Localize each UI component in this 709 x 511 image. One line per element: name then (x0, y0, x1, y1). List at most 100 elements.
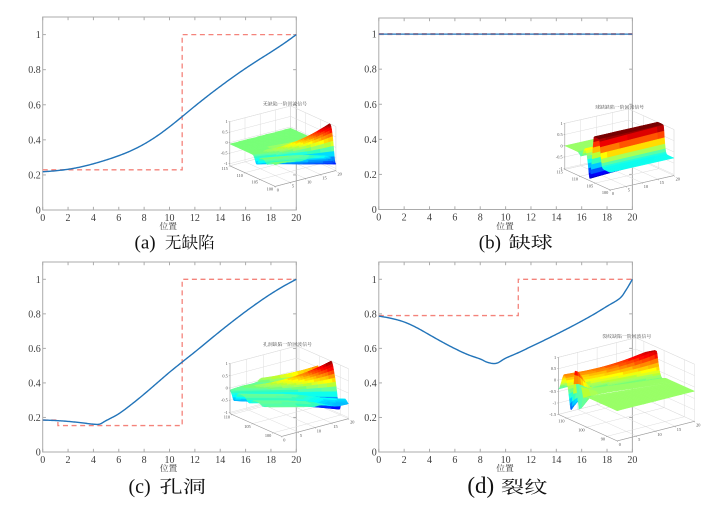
svg-text:1: 1 (225, 119, 227, 124)
svg-text:4: 4 (427, 455, 432, 466)
svg-text:0: 0 (36, 206, 41, 217)
svg-text:0.4: 0.4 (28, 135, 41, 146)
svg-text:8: 8 (478, 455, 483, 466)
svg-text:0.2: 0.2 (28, 413, 41, 424)
svg-text:18: 18 (266, 213, 276, 224)
svg-text:0: 0 (376, 213, 381, 224)
svg-text:0: 0 (40, 455, 45, 466)
svg-text:2: 2 (402, 455, 407, 466)
svg-text:0.2: 0.2 (28, 170, 41, 181)
svg-text:110: 110 (572, 177, 578, 182)
svg-text:0.5: 0.5 (222, 130, 227, 135)
svg-text:0.6: 0.6 (28, 344, 41, 355)
svg-text:5: 5 (638, 437, 640, 442)
svg-text:(b): (b) (479, 232, 501, 253)
svg-text:0.2: 0.2 (364, 413, 377, 424)
svg-text:14: 14 (215, 455, 225, 466)
svg-text:0.8: 0.8 (364, 65, 377, 76)
svg-text:0.5: 0.5 (222, 373, 227, 378)
svg-text:12: 12 (526, 213, 536, 224)
svg-text:10: 10 (644, 184, 648, 189)
svg-text:0: 0 (372, 205, 377, 216)
svg-text:1: 1 (226, 361, 228, 366)
svg-text:8: 8 (478, 213, 483, 224)
svg-text:115: 115 (557, 170, 563, 175)
svg-text:0: 0 (560, 143, 562, 148)
svg-text:18: 18 (266, 455, 276, 466)
svg-text:16: 16 (577, 213, 587, 224)
svg-text:-0.5: -0.5 (549, 389, 556, 394)
svg-text:2: 2 (66, 213, 71, 224)
svg-text:5: 5 (300, 433, 302, 438)
svg-text:-0.5: -0.5 (221, 398, 228, 403)
svg-text:0: 0 (612, 191, 614, 196)
svg-text:100: 100 (602, 190, 608, 195)
svg-text:0: 0 (36, 448, 41, 459)
svg-text:14: 14 (551, 455, 561, 466)
svg-text:1: 1 (554, 355, 556, 360)
svg-text:6: 6 (452, 213, 457, 224)
svg-text:20: 20 (696, 422, 700, 427)
svg-text:12: 12 (526, 455, 536, 466)
svg-text:4: 4 (91, 213, 96, 224)
svg-text:0.6: 0.6 (364, 344, 377, 355)
svg-text:6: 6 (116, 213, 121, 224)
svg-text:10: 10 (317, 429, 321, 434)
svg-text:20: 20 (291, 213, 301, 224)
svg-text:0: 0 (376, 455, 381, 466)
svg-text:-1.5: -1.5 (549, 412, 556, 417)
svg-text:105: 105 (244, 424, 250, 429)
svg-text:12: 12 (190, 213, 200, 224)
svg-text:8: 8 (142, 213, 147, 224)
svg-text:90: 90 (601, 437, 605, 442)
svg-text:0: 0 (226, 386, 228, 391)
svg-text:5: 5 (628, 187, 630, 192)
svg-text:0: 0 (40, 213, 45, 224)
svg-text:20: 20 (350, 420, 354, 425)
svg-text:0.6: 0.6 (28, 100, 41, 111)
svg-text:14: 14 (215, 213, 225, 224)
svg-text:100: 100 (265, 433, 271, 438)
svg-text:18: 18 (602, 213, 612, 224)
svg-text:5: 5 (292, 183, 294, 188)
svg-text:20: 20 (338, 172, 342, 177)
svg-text:15: 15 (322, 176, 326, 181)
svg-text:0.4: 0.4 (364, 135, 377, 146)
svg-text:10: 10 (307, 180, 311, 185)
svg-text:0.8: 0.8 (28, 309, 41, 320)
svg-text:0.6: 0.6 (364, 100, 377, 111)
svg-text:105: 105 (587, 183, 593, 188)
svg-text:16: 16 (577, 455, 587, 466)
svg-text:10: 10 (501, 213, 511, 224)
svg-text:115: 115 (222, 166, 228, 171)
svg-text:0.8: 0.8 (28, 65, 41, 76)
svg-text:1: 1 (372, 30, 377, 41)
svg-text:100: 100 (578, 427, 584, 432)
svg-text:0.2: 0.2 (364, 170, 377, 181)
svg-text:0.4: 0.4 (28, 378, 41, 389)
svg-text:110: 110 (237, 173, 243, 178)
svg-text:1: 1 (36, 30, 41, 41)
svg-text:0: 0 (277, 187, 279, 192)
svg-text:16: 16 (241, 213, 251, 224)
svg-text:12: 12 (190, 455, 200, 466)
svg-text:20: 20 (291, 455, 301, 466)
svg-text:0: 0 (372, 448, 377, 459)
svg-text:0: 0 (554, 378, 556, 383)
svg-text:1: 1 (36, 275, 41, 286)
svg-text:4: 4 (91, 455, 96, 466)
svg-text:110: 110 (224, 415, 230, 420)
svg-text:-1: -1 (553, 401, 557, 406)
svg-text:15: 15 (677, 427, 681, 432)
svg-text:0.5: 0.5 (557, 132, 562, 137)
svg-text:0.8: 0.8 (364, 309, 377, 320)
svg-text:-0.5: -0.5 (221, 151, 228, 156)
svg-text:20: 20 (676, 177, 680, 182)
svg-text:0.5: 0.5 (551, 366, 556, 371)
svg-text:0: 0 (225, 140, 227, 145)
svg-text:20: 20 (627, 213, 637, 224)
svg-text:18: 18 (602, 455, 612, 466)
svg-text:1: 1 (560, 121, 562, 126)
svg-text:20: 20 (627, 455, 637, 466)
svg-text:(a): (a) (135, 232, 156, 253)
